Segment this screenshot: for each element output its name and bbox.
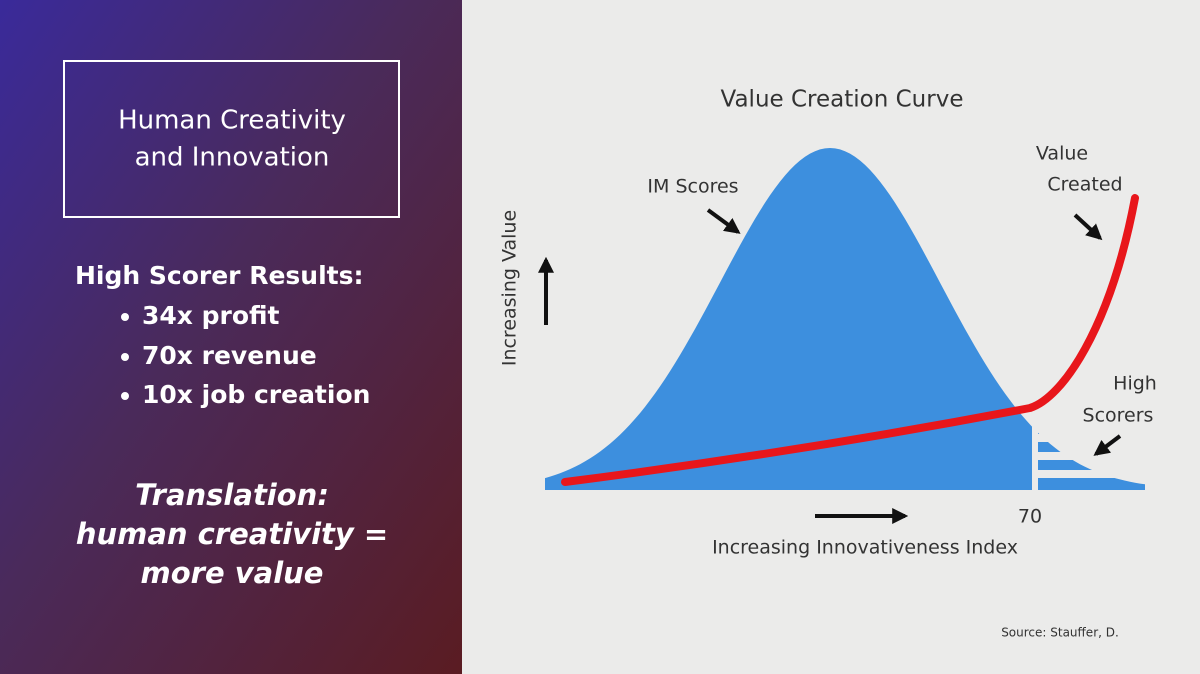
high-scorers-label: Scorers (1083, 405, 1154, 427)
im-scores-label: IM Scores (647, 176, 738, 198)
bullet (121, 392, 129, 400)
stripe (1038, 434, 1158, 442)
bell-curve (545, 148, 1032, 490)
x-axis-label: Increasing Innovativeness Index (712, 537, 1018, 559)
stripe (1038, 452, 1158, 460)
translation: Translation: (135, 478, 329, 512)
bullet (121, 353, 129, 361)
y-axis-label: Increasing Value (499, 210, 521, 366)
result-item: 70x revenue (142, 341, 317, 370)
arrow (1093, 434, 1122, 456)
arrow (1073, 213, 1103, 241)
high-scorers-label: High (1113, 373, 1157, 395)
left-panel (0, 0, 462, 674)
threshold-label: 70 (1018, 506, 1042, 528)
stripe (1038, 470, 1158, 478)
diagram-title: Value Creation Curve (721, 87, 964, 113)
bullet (121, 313, 129, 321)
result-item: 10x job creation (142, 380, 370, 409)
source: Source: Stauffer, D. (1001, 626, 1119, 640)
results-heading: High Scorer Results: (75, 261, 364, 290)
arrow (706, 208, 741, 234)
translation: more value (141, 556, 324, 590)
value-created-label: Value (1036, 143, 1088, 165)
panel-title: Human Creativity (118, 106, 346, 136)
result-item: 34x profit (142, 301, 280, 330)
translation: human creativity = (76, 517, 388, 551)
title-box (63, 60, 400, 218)
stripes (1038, 434, 1158, 478)
value-created-label: Created (1047, 174, 1122, 196)
value-curve (561, 194, 1139, 486)
panel-title: and Innovation (135, 143, 330, 173)
